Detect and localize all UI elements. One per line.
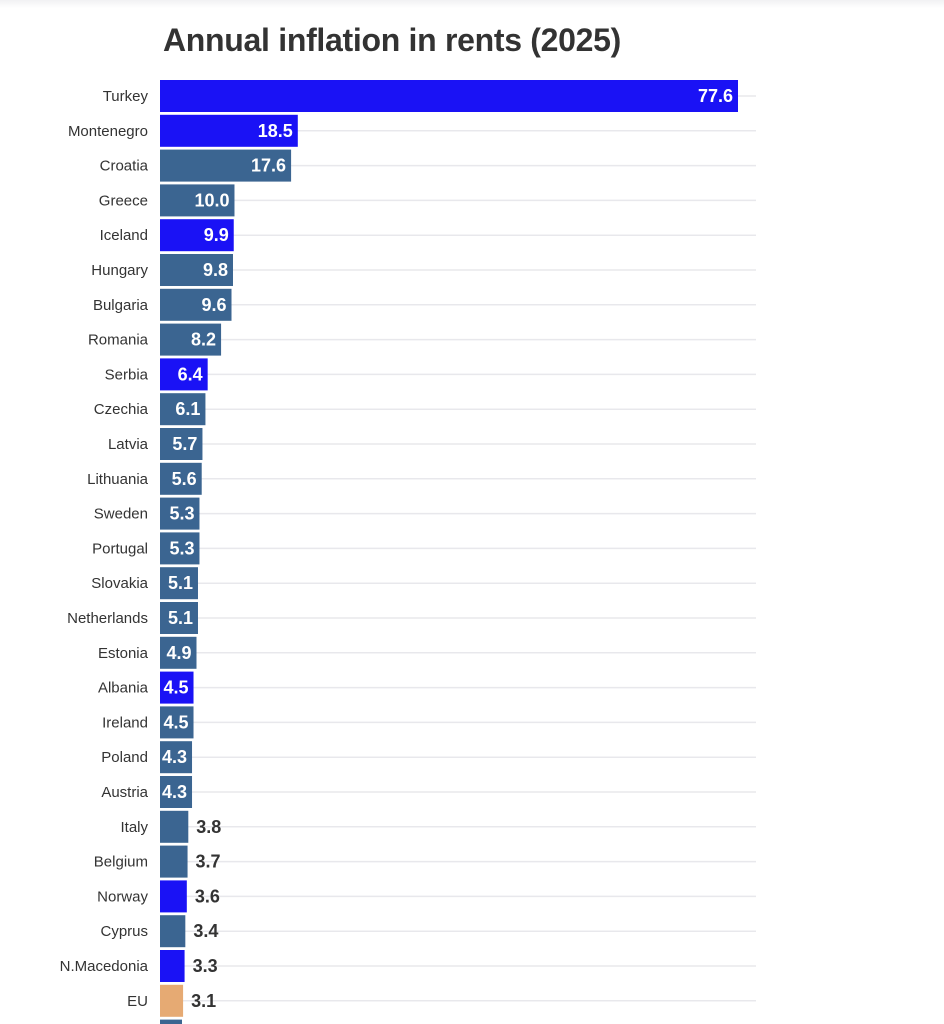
bar-belgium <box>160 845 188 878</box>
category-label: Bulgaria <box>93 297 149 314</box>
category-label: Sweden <box>94 506 148 523</box>
value-label: 4.3 <box>162 782 187 802</box>
bar-austria <box>160 776 193 808</box>
value-label: 3.7 <box>196 852 221 872</box>
value-label: 18.5 <box>258 121 293 141</box>
value-label: 5.1 <box>168 573 193 593</box>
value-label: 5.7 <box>172 434 197 454</box>
bar-poland <box>160 741 193 774</box>
bar-portugal <box>160 532 200 565</box>
bar-cyprus <box>160 915 186 948</box>
bar-bulgaria <box>160 288 232 321</box>
category-label: Hungary <box>91 262 148 279</box>
category-label: Italy <box>120 819 148 836</box>
value-label: 5.1 <box>168 608 193 628</box>
bar-ireland <box>160 706 194 739</box>
value-label: 3.1 <box>191 991 216 1011</box>
bar-czechia <box>160 393 206 426</box>
value-label: 9.8 <box>203 260 228 280</box>
category-label: Belgium <box>94 854 148 871</box>
value-label: 9.6 <box>201 295 226 315</box>
bar-netherlands <box>160 602 198 634</box>
top-shadow <box>0 0 944 8</box>
bar-italy <box>160 810 189 843</box>
bar-slovakia <box>160 567 198 600</box>
bar-partial <box>160 1019 182 1024</box>
value-label: 4.3 <box>162 747 187 767</box>
value-label: 4.9 <box>166 643 191 663</box>
bar-turkey <box>160 80 738 112</box>
category-label: Iceland <box>100 227 148 244</box>
bar-norway <box>160 880 187 913</box>
value-label: 5.3 <box>169 504 194 524</box>
value-label: 77.6 <box>698 86 733 106</box>
category-label: Estonia <box>98 645 149 662</box>
category-label: Netherlands <box>67 610 148 627</box>
bar-sweden <box>160 497 200 530</box>
bar-latvia <box>160 428 203 460</box>
value-label: 6.4 <box>178 364 203 384</box>
bar-iceland <box>160 219 234 252</box>
category-label: Czechia <box>94 401 149 418</box>
bar-hungary <box>160 254 233 286</box>
category-label: Norway <box>97 888 148 905</box>
category-label: Romania <box>88 332 149 349</box>
bar-albania <box>160 671 194 704</box>
category-label: Ireland <box>102 714 148 731</box>
category-label: Albania <box>98 680 149 697</box>
bar-greece <box>160 184 235 217</box>
value-label: 9.9 <box>204 225 229 245</box>
category-label: Serbia <box>105 366 149 383</box>
value-label: 3.8 <box>196 817 221 837</box>
category-label: Portugal <box>92 540 148 557</box>
bar-lithuania <box>160 462 202 495</box>
value-label: 6.1 <box>175 399 200 419</box>
bar-romania <box>160 323 222 356</box>
category-label: Latvia <box>108 436 149 453</box>
category-label: Croatia <box>100 158 149 175</box>
bar-estonia <box>160 636 197 669</box>
category-label: Lithuania <box>87 471 149 488</box>
value-label: 10.0 <box>194 190 229 210</box>
bar-eu <box>160 984 184 1017</box>
category-label: Greece <box>99 192 148 209</box>
bar-croatia <box>160 149 292 182</box>
category-label: Poland <box>101 749 148 766</box>
bar-montenegro <box>160 114 298 147</box>
value-label: 3.3 <box>193 956 218 976</box>
bar-nmacedonia <box>160 950 185 982</box>
value-label: 4.5 <box>163 678 188 698</box>
category-label: EU <box>127 993 148 1010</box>
value-label: 5.6 <box>172 469 197 489</box>
value-label: 5.3 <box>169 538 194 558</box>
value-label: 8.2 <box>191 330 216 350</box>
value-label: 4.5 <box>163 712 188 732</box>
value-label: 3.6 <box>195 886 220 906</box>
value-label: 17.6 <box>251 156 286 176</box>
category-label: Slovakia <box>91 575 148 592</box>
chart-title: Annual inflation in rents (2025) <box>163 22 622 58</box>
category-label: Turkey <box>103 88 149 105</box>
category-label: N.Macedonia <box>60 958 149 975</box>
value-label: 3.4 <box>193 921 218 941</box>
category-label: Austria <box>101 784 148 801</box>
category-label: Cyprus <box>100 923 148 940</box>
category-label: Montenegro <box>68 123 148 140</box>
bar-serbia <box>160 358 208 391</box>
